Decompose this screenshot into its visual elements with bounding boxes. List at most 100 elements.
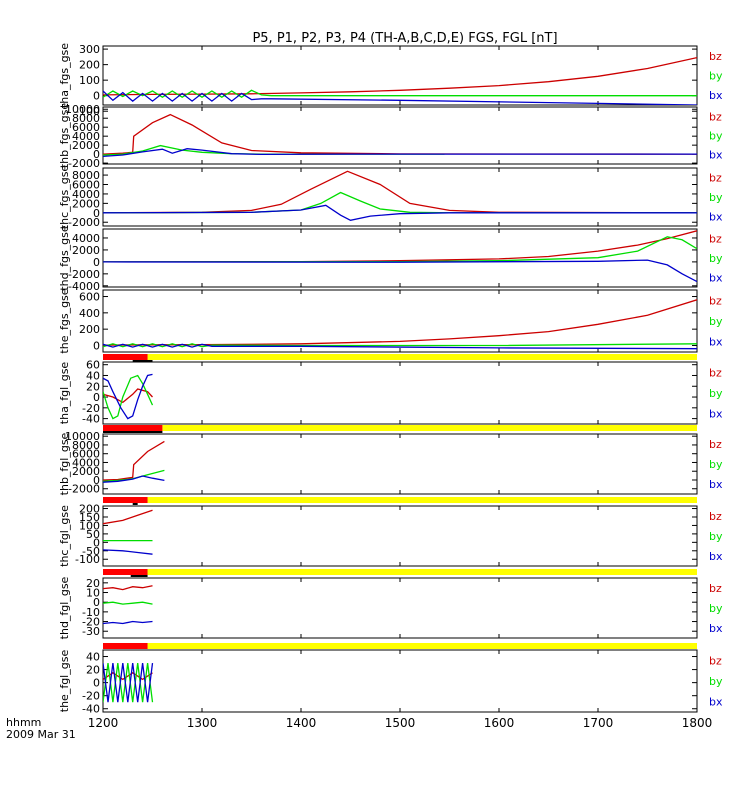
panel-frame (102, 649, 698, 713)
y-tick-label: -4000 (68, 280, 100, 293)
legend-label-bx: bx (709, 336, 723, 349)
quality-bar-red (103, 569, 148, 575)
y-tick-label: 400 (79, 307, 100, 320)
y-axis-label: the_fgs_gse (58, 288, 71, 353)
y-tick-label: 10000 (65, 430, 100, 443)
legend-label-by: by (709, 387, 723, 400)
series-line-bz (103, 56, 697, 96)
legend-label-bz: bz (709, 294, 722, 307)
y-tick-label: -30 (82, 625, 100, 638)
y-tick-label: -2000 (68, 157, 100, 170)
x-tick-label: 1300 (187, 716, 218, 730)
y-tick-label: 200 (79, 503, 100, 516)
legend-label-bx: bx (709, 696, 723, 709)
series-line-bz (103, 170, 697, 214)
y-axis-label: the_fgl_gse (58, 650, 71, 713)
legend-label-by: by (709, 530, 723, 543)
legend-label-bz: bz (709, 111, 722, 124)
series-line-bx (103, 663, 154, 703)
quality-bar-red (103, 425, 163, 431)
legend-label-bx: bx (709, 408, 723, 421)
y-tick-label: 40 (86, 651, 100, 664)
y-tick-label: 150 (79, 511, 100, 524)
y-tick-label: -10 (82, 606, 100, 619)
series-line-bz (103, 113, 697, 155)
legend-label-bz: bz (709, 582, 722, 595)
y-tick-label: 200 (79, 323, 100, 336)
y-tick-label: 100 (79, 74, 100, 87)
y-tick-label: 20 (86, 380, 100, 393)
y-tick-label: 8000 (72, 112, 100, 125)
y-tick-label: -40 (82, 703, 100, 716)
y-tick-label: -20 (82, 690, 100, 703)
quality-bar-red (103, 643, 148, 649)
series-line-bx (103, 148, 697, 158)
y-tick-label: -2000 (68, 216, 100, 229)
y-tick-label: -100 (75, 105, 100, 118)
y-tick-label: 100 (79, 519, 100, 532)
y-tick-label: 0 (93, 90, 100, 103)
series-line-by (103, 374, 154, 420)
y-axis-label: tha_fgl_gse (58, 362, 71, 425)
y-tick-label: -50 (82, 545, 100, 558)
legend-label-by: by (709, 191, 723, 204)
chart-title: P5, P1, P2, P3, P4 (TH-A,B,C,D,E) FGS, F… (252, 31, 557, 46)
y-tick-label: 0 (93, 677, 100, 690)
y-tick-label: 4000 (72, 130, 100, 143)
panel-frame (102, 289, 698, 353)
y-tick-label: 0 (93, 339, 100, 352)
date-label: 2009 Mar 31 (6, 728, 76, 741)
time-unit-label: hhmm (6, 716, 41, 729)
series-line-by (103, 236, 697, 263)
series-line-by (103, 663, 154, 703)
series-line-bx (103, 373, 153, 420)
y-axis-label: tha_fgs_gse (58, 43, 71, 108)
legend-label-by: by (709, 315, 723, 328)
y-tick-label: 0 (93, 207, 100, 220)
legend-label-bx: bx (709, 149, 723, 162)
series-line-bz (103, 388, 153, 404)
y-tick-label: -20 (82, 616, 100, 629)
series-line-bx (103, 549, 153, 555)
panel-frame (102, 228, 698, 288)
legend-label-bz: bz (709, 172, 722, 185)
legend-label-bx: bx (709, 271, 723, 284)
quality-bar-yellow (147, 497, 698, 503)
y-tick-label: 10 (86, 587, 100, 600)
y-tick-label: 4000 (72, 188, 100, 201)
panel-frame (102, 106, 698, 165)
series-line-by (103, 601, 153, 605)
series-line-bx (103, 259, 697, 283)
y-tick-label: -100 (75, 553, 100, 566)
series-line-bz (103, 299, 697, 346)
legend-label-bx: bx (709, 478, 723, 491)
y-tick-label: -20 (82, 402, 100, 415)
x-tick-label: 1600 (484, 716, 515, 730)
legend-label-bz: bz (709, 233, 722, 246)
panel-5: 600 400 200 0 the_fgs_gse bz by bx (58, 288, 723, 353)
y-tick-label: 4000 (72, 232, 100, 245)
y-tick-label: 0 (93, 148, 100, 161)
panel-frame (102, 505, 698, 567)
y-axis-label: thc_fgl_gse (58, 505, 71, 567)
y-tick-label: -40 (82, 413, 100, 426)
series-line-bx (103, 475, 165, 483)
legend-label-bz: bz (709, 510, 722, 523)
legend-label-bx: bx (709, 622, 723, 635)
panel-frame (102, 577, 698, 639)
y-tick-label: 300 (79, 43, 100, 56)
quality-bar-black (130, 575, 148, 577)
x-axis: 1200 1300 1400 1500 1600 1700 1800 (88, 716, 713, 730)
x-tick-label: 1500 (385, 716, 416, 730)
panel-1: 300 200 100 0 -100 tha_fgs_gse bz by bx (58, 43, 723, 118)
y-tick-label: 0 (93, 256, 100, 269)
quality-bar-red (103, 497, 148, 503)
x-tick-label: 1700 (583, 716, 614, 730)
legend-label-bz: bz (709, 50, 722, 63)
series-line-by (103, 191, 697, 214)
